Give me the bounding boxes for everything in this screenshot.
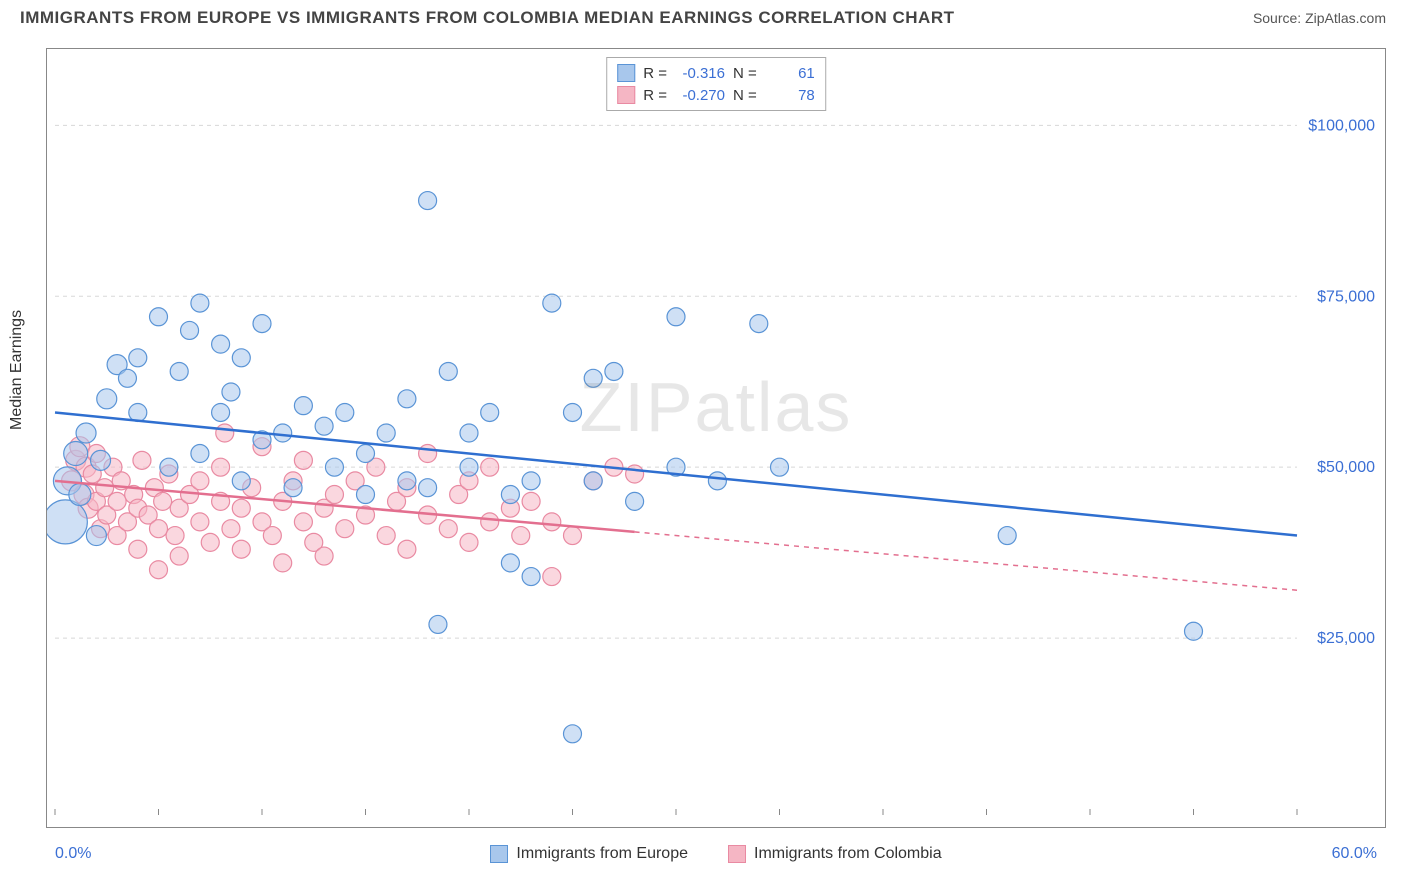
scatter-chart-svg: $25,000 $50,000 $75,000 $100,000 [47, 49, 1387, 829]
swatch-colombia [617, 86, 635, 104]
legend-label-colombia: Immigrants from Colombia [754, 845, 942, 863]
svg-text:$75,000: $75,000 [1317, 288, 1375, 305]
header: IMMIGRANTS FROM EUROPE VS IMMIGRANTS FRO… [0, 0, 1406, 32]
stats-row-europe: R = -0.316 N = 61 [617, 62, 815, 84]
svg-text:$25,000: $25,000 [1317, 630, 1375, 647]
europe-n-value: 61 [765, 65, 815, 82]
swatch-europe [617, 64, 635, 82]
r-label: R = [643, 87, 667, 104]
colombia-n-value: 78 [765, 87, 815, 104]
legend-label-europe: Immigrants from Europe [516, 845, 688, 863]
source-label: Source: [1253, 10, 1305, 26]
source-attribution: Source: ZipAtlas.com [1253, 10, 1386, 26]
series-legend: Immigrants from Europe Immigrants from C… [47, 845, 1385, 863]
stats-legend: R = -0.316 N = 61 R = -0.270 N = 78 [606, 57, 826, 111]
r-label: R = [643, 65, 667, 82]
swatch-europe [490, 845, 508, 863]
swatch-colombia [728, 845, 746, 863]
stats-row-colombia: R = -0.270 N = 78 [617, 84, 815, 106]
chart-area: ZIPatlas $25,000$50,000$75,000$100,000 R… [46, 48, 1386, 828]
chart-title: IMMIGRANTS FROM EUROPE VS IMMIGRANTS FRO… [20, 8, 954, 28]
legend-item-europe: Immigrants from Europe [490, 845, 688, 863]
svg-text:$100,000: $100,000 [1308, 117, 1375, 134]
y-axis-label: Median Earnings [8, 310, 26, 430]
svg-text:$50,000: $50,000 [1317, 459, 1375, 476]
legend-item-colombia: Immigrants from Colombia [728, 845, 942, 863]
colombia-r-value: -0.270 [675, 87, 725, 104]
n-label: N = [733, 65, 757, 82]
source-name: ZipAtlas.com [1305, 10, 1386, 26]
europe-r-value: -0.316 [675, 65, 725, 82]
n-label: N = [733, 87, 757, 104]
